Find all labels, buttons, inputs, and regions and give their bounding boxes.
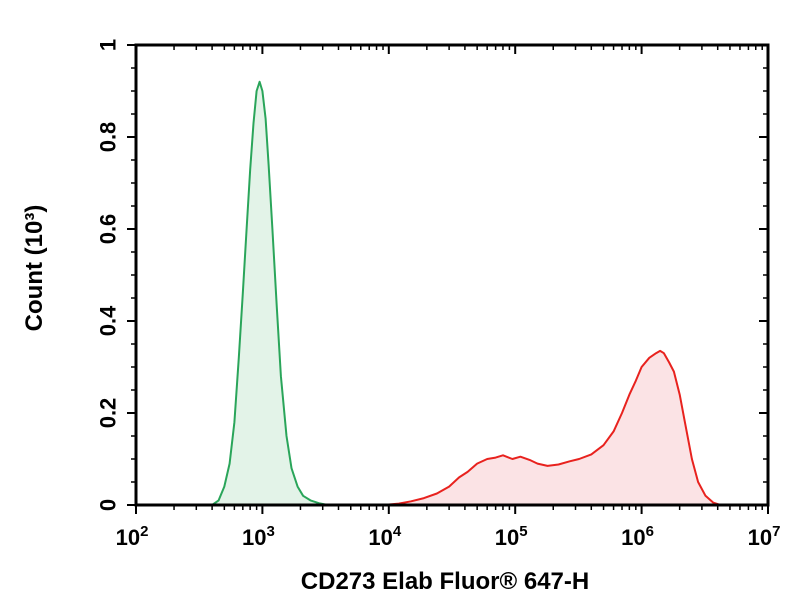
x-tick-label: 103 bbox=[242, 523, 275, 550]
y-tick-label: 0.4 bbox=[96, 305, 121, 336]
y-tick-label: 0.2 bbox=[96, 398, 121, 429]
y-tick-label: 0.8 bbox=[96, 122, 121, 153]
x-axis-title: CD273 Elab Fluor® 647-H bbox=[301, 568, 589, 595]
histogram-2-line bbox=[382, 349, 721, 506]
x-tick-label: 107 bbox=[748, 523, 781, 550]
histogram-1-fill bbox=[212, 81, 328, 506]
y-tick-label: 0 bbox=[96, 499, 121, 511]
histogram-1-line bbox=[211, 80, 329, 506]
y-tick-label: 1 bbox=[96, 39, 121, 51]
x-tick-label: 105 bbox=[495, 523, 528, 550]
y-tick-label: 0.6 bbox=[96, 214, 121, 245]
series-layer bbox=[211, 80, 721, 506]
histogram-2-fill bbox=[383, 350, 721, 505]
tick-labels-layer: 102 103 104 105 106 107 0 0.2 0.4 0.6 0.8 1 bbox=[96, 39, 781, 550]
ticks-layer bbox=[127, 44, 769, 514]
x-tick-label: 104 bbox=[368, 523, 401, 550]
x-tick-label: 106 bbox=[621, 523, 654, 550]
x-tick-label: 102 bbox=[116, 523, 149, 550]
y-axis-title: Count (10³) bbox=[21, 205, 48, 332]
